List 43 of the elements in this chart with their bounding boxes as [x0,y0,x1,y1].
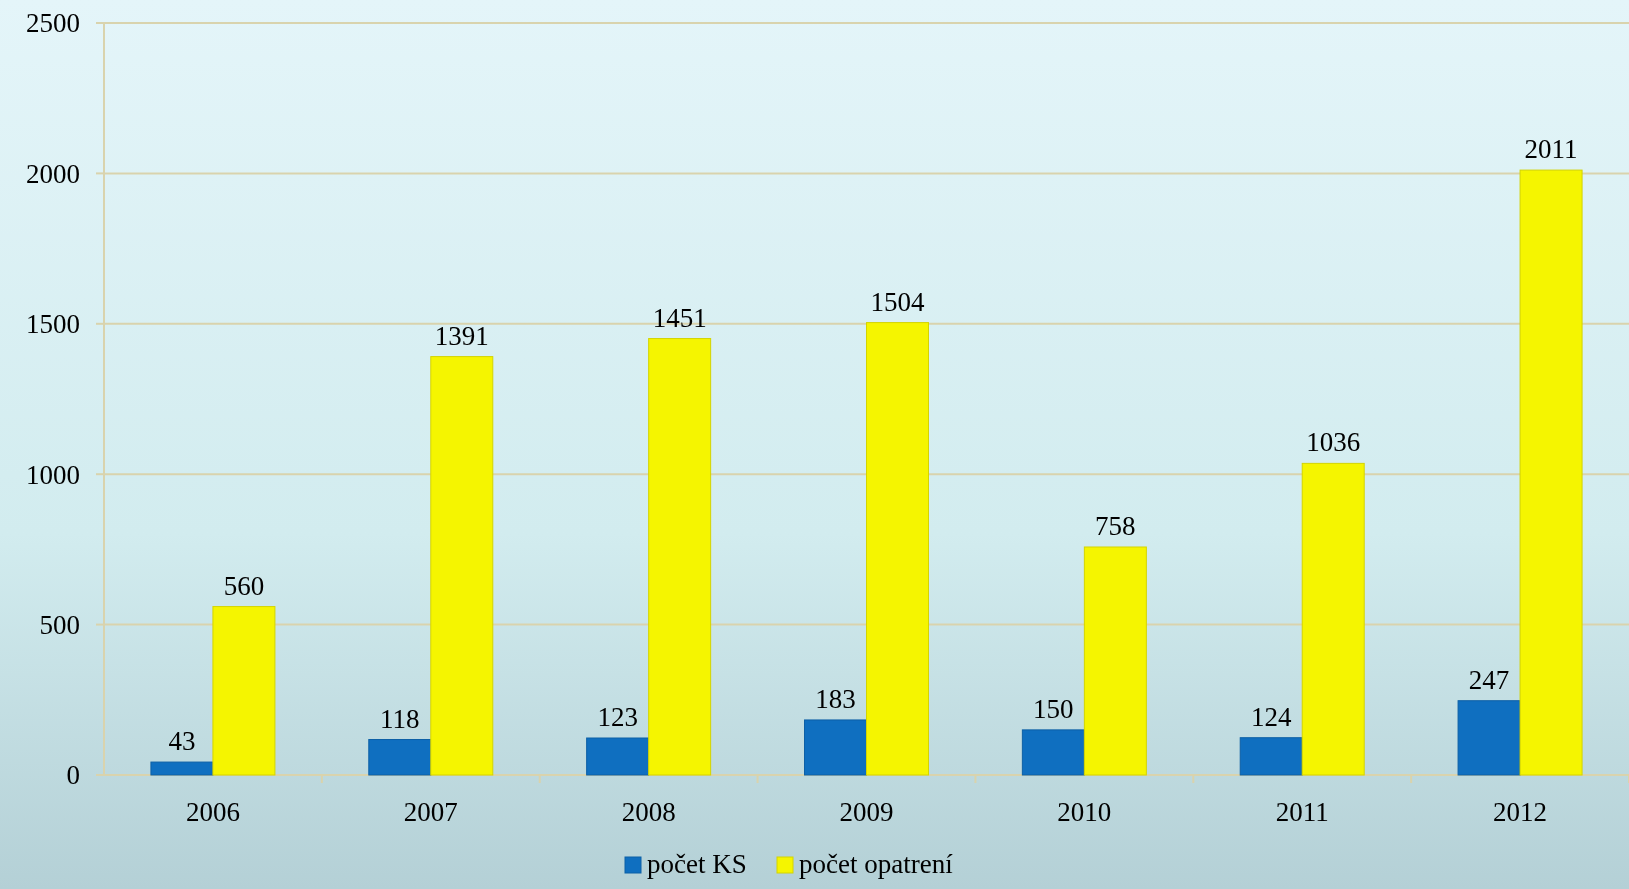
data-label: 124 [1250,701,1292,732]
data-label: 1504 [870,286,925,317]
x-tick-label: 2008 [621,797,676,827]
data-label: 43 [168,726,196,757]
legend-label: počet KS [647,849,747,879]
bar [866,322,929,776]
bar [804,719,867,776]
bar [212,606,276,776]
bar [648,338,712,776]
y-tick-label: 2000 [26,158,80,189]
bar [1021,729,1085,776]
bar [150,761,214,776]
bar [1301,462,1365,776]
bar [1083,546,1147,776]
y-tick-label: 0 [66,760,80,791]
bar [586,737,650,776]
data-label: 247 [1468,664,1510,695]
legend-label: počet opatrení [799,849,954,879]
data-label: 118 [380,703,420,734]
data-label: 1391 [434,320,489,351]
data-label: 560 [223,570,265,601]
data-label: 2011 [1524,134,1578,165]
bar [1239,737,1303,776]
x-tick-label: 2012 [1493,797,1548,827]
data-label: 183 [815,683,856,714]
data-label: 1451 [652,302,707,333]
bar [430,356,494,776]
x-tick-label: 2010 [1057,797,1112,827]
x-tick-label: 2011 [1275,797,1329,827]
y-tick-label: 2500 [26,8,80,39]
bar [1519,169,1583,776]
x-tick-label: 2006 [185,797,240,827]
y-tick-label: 1000 [26,459,80,490]
y-tick-label: 500 [39,610,80,641]
data-label: 150 [1033,693,1074,724]
data-label: 758 [1095,510,1136,541]
data-label: 123 [597,702,638,732]
data-label: 1036 [1306,427,1361,458]
y-tick-label: 1500 [26,309,80,340]
x-tick-label: 2007 [403,797,458,827]
bar [1457,700,1521,776]
x-tick-label: 2009 [839,797,894,827]
bar [368,739,432,776]
